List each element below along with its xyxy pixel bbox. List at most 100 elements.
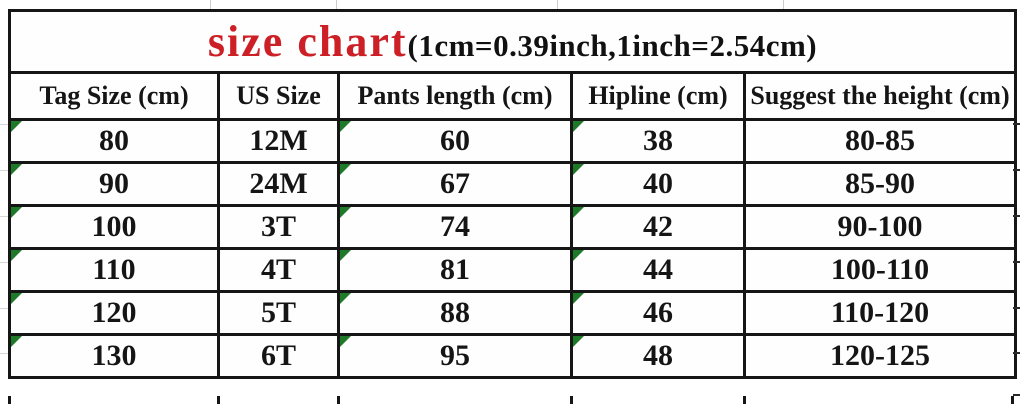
error-indicator-icon (341, 337, 351, 347)
cell-value: 85-90 (845, 167, 915, 200)
gridline (1013, 307, 1020, 309)
table-row: 100 3T 74 42 90-100 (8, 204, 1018, 250)
cell-value: 110 (92, 253, 136, 286)
table-cell: 120 (8, 290, 220, 336)
cell-value: 3T (260, 210, 296, 243)
cell-value: 24M (249, 167, 308, 200)
title-conversion-note: (1cm=0.39inch,1inch=2.54cm) (407, 28, 818, 63)
table-cell: 100-110 (742, 247, 1018, 293)
error-indicator-icon (574, 122, 584, 132)
table-cell: 48 (570, 333, 746, 379)
table-cell: 80-85 (742, 118, 1018, 164)
table-cell: 90-100 (742, 204, 1018, 250)
table-cell: 42 (570, 204, 746, 250)
column-header-pants-length: Pants length (cm) (337, 71, 573, 121)
error-indicator-icon (12, 208, 22, 218)
error-indicator-icon (574, 251, 584, 261)
gridline (337, 396, 340, 404)
cell-value: 60 (440, 124, 470, 157)
cell-value: 110-120 (830, 296, 930, 329)
column-header-tag-size: Tag Size (cm) (8, 71, 220, 121)
error-indicator-icon (341, 294, 351, 304)
error-indicator-icon (574, 294, 584, 304)
cell-value: 42 (643, 210, 673, 243)
gridline (1013, 352, 1020, 354)
error-indicator-icon (574, 337, 584, 347)
table-row: 90 24M 67 40 85-90 (8, 161, 1018, 207)
error-indicator-icon (341, 251, 351, 261)
table-row: 110 4T 81 44 100-110 (8, 247, 1018, 293)
table-cell: 81 (337, 247, 573, 293)
cell-value: 100-110 (830, 253, 930, 286)
table-cell: 6T (217, 333, 340, 379)
cell-value: 48 (643, 339, 673, 372)
title-row: size chart(1cm=0.39inch,1inch=2.54cm) (7, 9, 1018, 74)
error-indicator-icon (12, 122, 22, 132)
gridline (0, 170, 8, 171)
cell-value: 5T (260, 296, 296, 329)
cell-value: 44 (643, 253, 673, 286)
gridline (0, 216, 8, 217)
gridline (1013, 394, 1020, 396)
gridline (1013, 169, 1020, 171)
table-row: 120 5T 88 46 110-120 (8, 290, 1018, 336)
cell-value: 90 (99, 167, 129, 200)
cell-value: 38 (643, 124, 673, 157)
error-indicator-icon (341, 165, 351, 175)
gridline (1011, 396, 1014, 404)
error-indicator-icon (574, 165, 584, 175)
error-indicator-icon (12, 251, 22, 261)
gridline (1013, 123, 1020, 125)
table-cell: 5T (217, 290, 340, 336)
cell-value: 100 (91, 210, 137, 243)
gridline (1013, 215, 1020, 217)
table-cell: 67 (337, 161, 573, 207)
table-cell: 85-90 (742, 161, 1018, 207)
table-cell: 38 (570, 118, 746, 164)
cell-value: 12M (249, 124, 308, 157)
table-cell: 74 (337, 204, 573, 250)
error-indicator-icon (12, 294, 22, 304)
gridline (570, 396, 573, 404)
table-cell: 120-125 (742, 333, 1018, 379)
table-cell: 100 (8, 204, 220, 250)
size-chart-table: size chart(1cm=0.39inch,1inch=2.54cm) Ta… (7, 9, 1018, 379)
gridline (0, 262, 8, 263)
gridline (0, 353, 8, 354)
gridline (557, 0, 558, 9)
title-text: size chart (207, 17, 408, 66)
cell-value: 130 (91, 339, 137, 372)
gridline (217, 396, 220, 404)
error-indicator-icon (341, 208, 351, 218)
table-cell: 44 (570, 247, 746, 293)
table-cell: 88 (337, 290, 573, 336)
error-indicator-icon (12, 337, 22, 347)
gridline (743, 396, 746, 404)
gridline (783, 0, 784, 9)
error-indicator-icon (341, 122, 351, 132)
gridline (0, 308, 8, 309)
cell-value: 46 (643, 296, 673, 329)
cell-value: 88 (440, 296, 470, 329)
gridline (1013, 261, 1020, 263)
cell-value: 80-85 (845, 124, 915, 157)
table-cell: 80 (8, 118, 220, 164)
cell-value: 4T (260, 253, 296, 286)
cell-value: 95 (440, 339, 470, 372)
cell-value: 90-100 (837, 210, 923, 243)
gridline (210, 0, 211, 9)
cell-value: 81 (440, 253, 470, 286)
table-cell: 60 (337, 118, 573, 164)
cell-value: 120-125 (830, 339, 930, 372)
table-cell: 130 (8, 333, 220, 379)
table-row: 130 6T 95 48 120-125 (8, 333, 1018, 379)
cell-value: 74 (440, 210, 470, 243)
column-header-us-size: US Size (217, 71, 340, 121)
gridline (336, 0, 337, 9)
cell-value: 40 (643, 167, 673, 200)
error-indicator-icon (574, 208, 584, 218)
table-cell: 12M (217, 118, 340, 164)
table-cell: 95 (337, 333, 573, 379)
table-cell: 110 (8, 247, 220, 293)
